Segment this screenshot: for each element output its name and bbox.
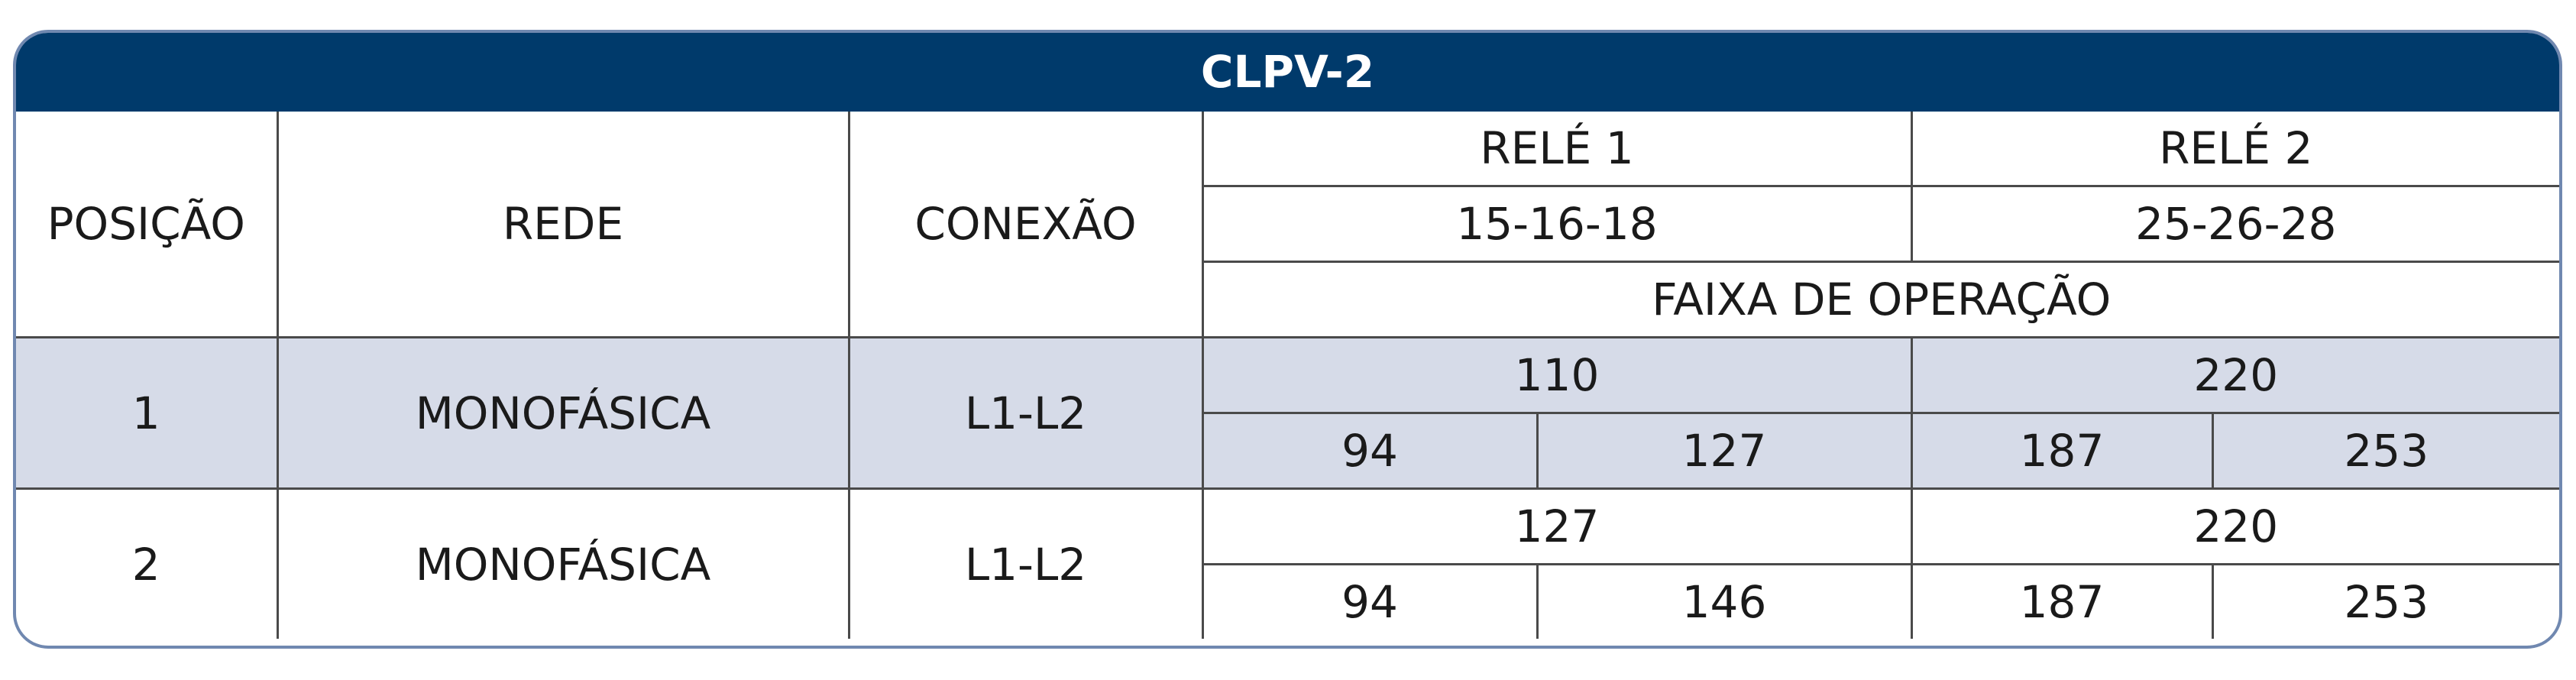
table-title: CLPV-2 [16,33,2559,112]
cell: L1-L2 [847,487,1204,640]
header-cell: REDE [276,110,850,338]
cell: 2 [16,487,279,640]
header-cell: CONEXÃO [847,110,1204,338]
cell: 127 [1536,412,1913,490]
header-cell: RELÉ 2 [1910,110,2559,187]
table: POSIÇÃO REDE CONEXÃO RELÉ 1 RELÉ 2 15-16… [16,110,2559,640]
header-cell: RELÉ 1 [1201,110,1913,187]
cell: L1-L2 [847,336,1204,490]
cell: 110 [1201,336,1913,414]
cell: 187 [1910,412,2214,490]
cell: 220 [1910,336,2559,414]
cell: MONOFÁSICA [276,336,850,490]
header-cell: 15-16-18 [1201,185,1913,263]
cell: 253 [2211,412,2559,490]
table-card: CLPV-2 POSIÇÃO REDE CONEXÃO RELÉ 1 RELÉ … [13,30,2562,649]
header-cell: 25-26-28 [1910,185,2559,263]
header-cell: POSIÇÃO [16,110,279,338]
cell: 220 [1910,487,2559,565]
cell: 127 [1201,487,1913,565]
cell: 187 [1910,563,2214,640]
cell: 94 [1201,412,1539,490]
cell: 1 [16,336,279,490]
cell: 94 [1201,563,1539,640]
cell: 146 [1536,563,1913,640]
cell: MONOFÁSICA [276,487,850,640]
header-cell: FAIXA DE OPERAÇÃO [1201,261,2559,338]
cell: 253 [2211,563,2559,640]
